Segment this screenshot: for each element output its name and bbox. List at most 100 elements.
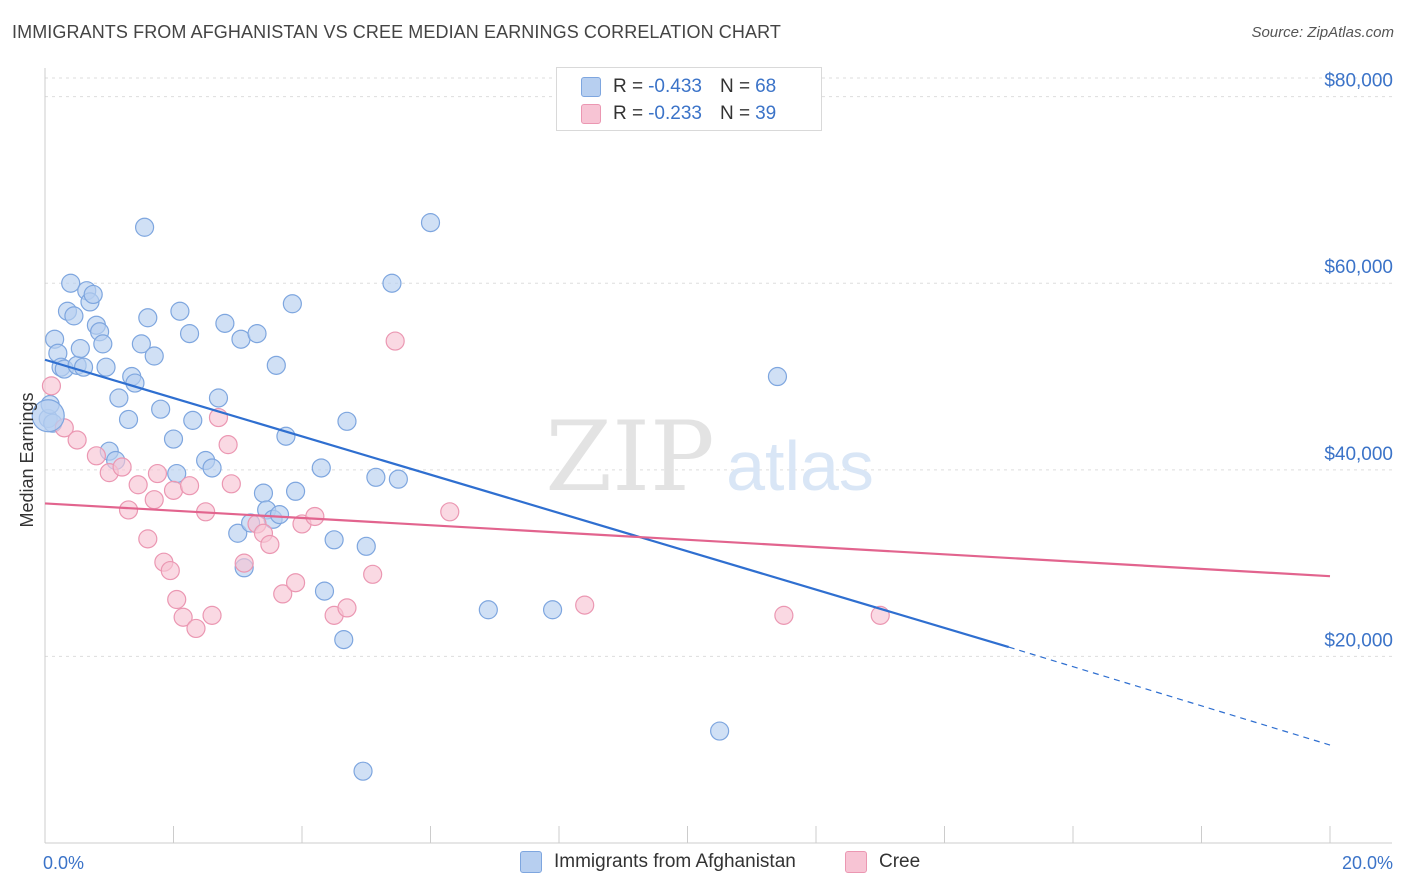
data-point <box>253 483 274 503</box>
data-point <box>285 481 306 501</box>
data-point <box>285 573 306 593</box>
y-tick-label: $80,000 <box>1324 71 1393 92</box>
data-point <box>774 605 794 625</box>
data-point <box>118 500 139 520</box>
data-point <box>134 217 155 237</box>
data-point <box>151 399 171 419</box>
legend-n-value: 39 <box>755 103 777 124</box>
data-point <box>382 273 402 293</box>
legend-row-afghanistan: R = -0.433 N = 68 <box>581 75 776 99</box>
data-point <box>112 457 132 477</box>
data-point <box>247 324 267 344</box>
data-point <box>138 529 158 549</box>
data-point <box>86 446 107 466</box>
watermark-zip: ZIP <box>545 401 714 513</box>
bottom-legend-label: Cree <box>879 851 921 872</box>
legend-swatch-pink <box>581 104 601 124</box>
legend-n-label: N = <box>719 103 751 124</box>
bottom-legend-swatch-blue <box>520 851 542 873</box>
data-point <box>109 388 129 408</box>
data-point <box>61 273 81 293</box>
data-point <box>218 435 238 455</box>
data-point <box>208 388 229 408</box>
data-point <box>273 584 293 604</box>
data-point <box>388 469 408 489</box>
data-point <box>276 426 296 446</box>
legend-row-cree: R = -0.233 N = 39 <box>581 102 776 126</box>
bottom-legend-cree: Cree <box>845 851 920 873</box>
data-point <box>67 430 87 450</box>
y-tick-label: $60,000 <box>1324 257 1393 278</box>
chart-source: Source: ZipAtlas.com <box>1251 24 1394 41</box>
legend-r-value: -0.433 <box>648 76 702 97</box>
data-point <box>183 410 203 430</box>
data-point <box>186 618 206 639</box>
data-point <box>163 480 184 500</box>
data-point <box>179 324 200 344</box>
data-point <box>147 463 168 484</box>
data-point <box>282 294 302 314</box>
data-point <box>170 301 190 321</box>
data-point <box>311 458 331 478</box>
data-point <box>269 505 290 525</box>
data-point <box>228 523 248 543</box>
data-point <box>420 213 441 233</box>
data-point <box>710 721 730 741</box>
data-point <box>334 630 354 650</box>
data-point <box>128 475 148 495</box>
trend-line-afghanistan-extension <box>1008 646 1331 746</box>
data-point <box>93 334 113 354</box>
legend-r-label: R = <box>613 76 644 97</box>
data-point <box>260 534 280 555</box>
data-point <box>118 409 139 430</box>
data-point <box>160 560 180 581</box>
x-tick-label: 0.0% <box>43 853 84 873</box>
legend-n-label: N = <box>719 76 751 97</box>
x-tick-label: 20.0% <box>1342 853 1393 873</box>
bottom-legend-afghanistan: Immigrants from Afghanistan <box>520 851 796 873</box>
data-point <box>64 306 84 326</box>
data-point <box>767 366 788 387</box>
data-point <box>163 429 184 449</box>
data-point <box>234 553 254 573</box>
series-cree <box>41 331 890 639</box>
y-tick-label: $20,000 <box>1324 630 1393 651</box>
y-tick-label: $40,000 <box>1324 444 1393 465</box>
data-point <box>231 329 251 349</box>
data-point <box>324 530 344 550</box>
data-point <box>144 490 164 510</box>
data-point <box>305 506 325 527</box>
data-point <box>131 334 151 354</box>
trend-line-afghanistan <box>44 358 1010 649</box>
data-point <box>221 474 241 494</box>
data-point <box>179 476 200 496</box>
legend-r-label: R = <box>613 103 644 124</box>
correlation-legend: R = -0.433 N = 68 R = -0.233 N = 39 <box>556 67 822 131</box>
legend-r-value: -0.233 <box>648 103 702 124</box>
data-point <box>575 595 595 615</box>
data-point <box>144 346 164 366</box>
data-point <box>41 376 62 396</box>
data-point <box>314 581 335 601</box>
data-point <box>478 600 498 620</box>
data-point <box>363 564 383 584</box>
data-point <box>266 355 286 375</box>
data-point-large <box>31 399 65 433</box>
data-points <box>31 213 890 781</box>
watermark-atlas: atlas <box>726 427 874 505</box>
data-point <box>337 598 357 618</box>
data-point <box>366 467 386 487</box>
data-point <box>215 313 235 333</box>
data-point <box>202 605 222 625</box>
data-point <box>83 284 103 305</box>
data-point <box>440 502 460 522</box>
data-point <box>353 761 373 781</box>
watermark: ZIP atlas <box>545 401 874 513</box>
data-point <box>173 607 193 627</box>
bottom-legend-swatch-pink <box>845 851 867 873</box>
data-point <box>202 458 222 478</box>
trend-lines <box>44 358 1331 746</box>
data-point <box>542 600 563 620</box>
legend-swatch-blue <box>581 77 601 97</box>
